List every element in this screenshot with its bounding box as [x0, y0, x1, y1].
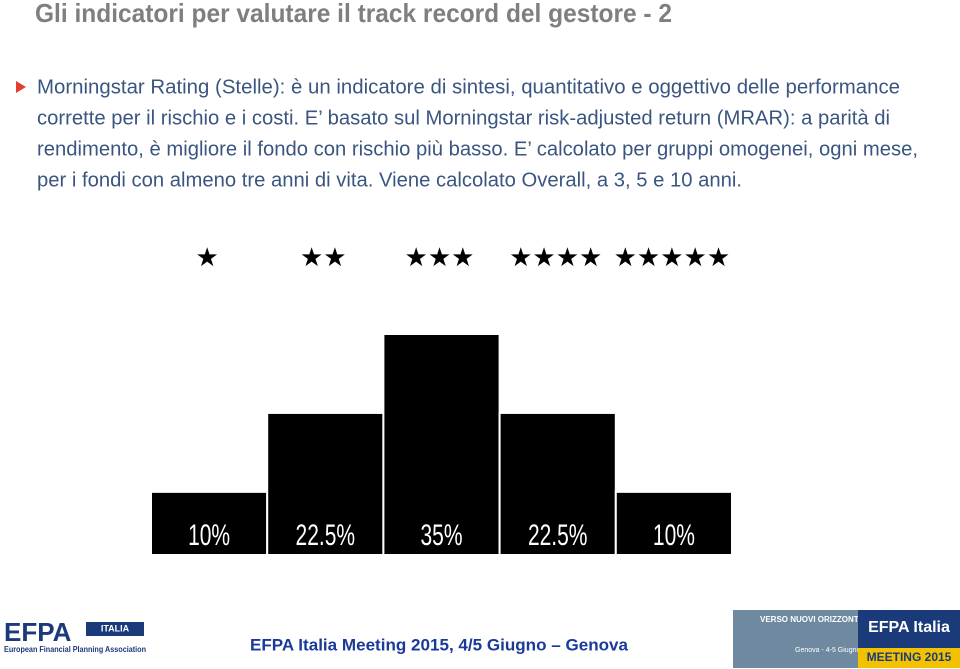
bullet-marker	[16, 81, 26, 93]
banner-title: EFPA Italia	[868, 619, 950, 636]
bar	[266, 411, 385, 556]
bar	[498, 411, 617, 556]
logo-subtitle: European Financial Planning Association	[4, 645, 146, 654]
banner-image	[733, 610, 858, 668]
bullet-line: Morningstar Rating (Stelle): è un indica…	[37, 76, 900, 98]
banner-top: VERSO NUOVI ORIZZONTI	[760, 615, 861, 624]
bar	[614, 490, 733, 557]
star-category: ★	[195, 242, 218, 272]
banner-sub-bg	[858, 648, 960, 668]
value-label: 35%	[420, 519, 462, 551]
banner-title-bg	[858, 610, 960, 648]
bullet-line: per i fondi con almeno tre anni di vita.…	[37, 169, 742, 191]
star-category: ★★★	[405, 242, 475, 272]
banner-sub: MEETING 2015	[867, 650, 952, 664]
slide-title: Gli indicatori per valutare il track rec…	[35, 0, 672, 28]
bullet-line: corrette per il rischio e i costi. E’ ba…	[37, 107, 890, 129]
star-category: ★★★★★	[614, 242, 731, 272]
logo-tag-bg	[86, 622, 144, 636]
chart: ★ 10% ★★ 22.5% ★★★ 35% ★★★★ 22.5% ★★★★★ 10%	[150, 242, 733, 557]
star-category: ★★★★	[509, 242, 602, 272]
value-label: 10%	[653, 519, 695, 551]
footer: EFPA ITALIA European Financial Planning …	[4, 610, 960, 668]
logo: EFPA	[4, 617, 72, 647]
banner-place: Genova - 4-5 Giugno	[795, 647, 860, 654]
value-label: 10%	[188, 519, 230, 551]
value-label: 22.5%	[528, 519, 588, 551]
bar	[150, 490, 269, 557]
logo-tag: ITALIA	[101, 623, 130, 633]
bullet-text: Morningstar Rating (Stelle): è un indica…	[37, 76, 918, 191]
event-text: EFPA Italia Meeting 2015, 4/5 Giugno – G…	[250, 635, 629, 654]
star-category: ★★	[300, 242, 347, 272]
bullet-line: rendimento, è migliore il fondo con risc…	[37, 138, 918, 160]
bar	[382, 333, 501, 556]
value-label: 22.5%	[296, 519, 356, 551]
